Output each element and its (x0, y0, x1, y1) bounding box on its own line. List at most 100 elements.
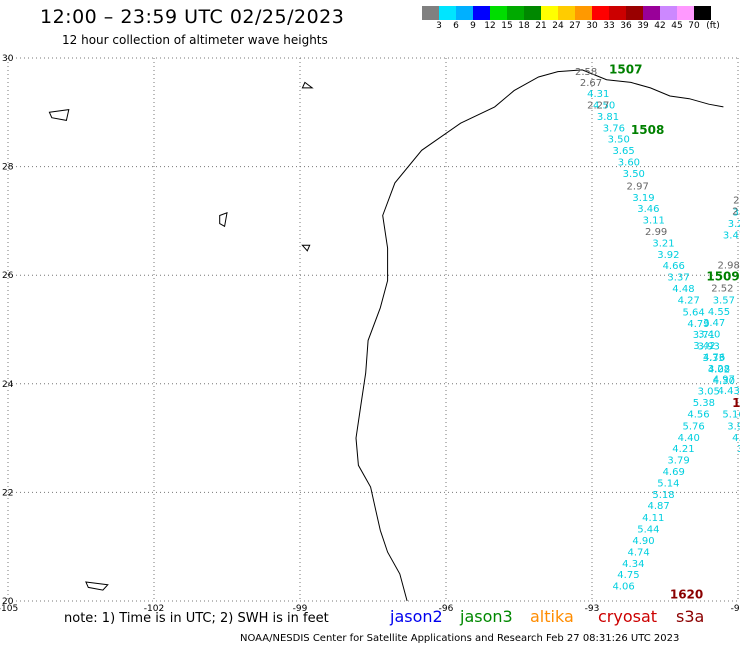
swh-value: 3.40 (698, 330, 720, 341)
lon-tick-label: -99 (293, 604, 308, 614)
swh-value: 4.30 (713, 376, 735, 387)
swh-value: 3.57 (713, 295, 735, 306)
lon-tick-label: -90 (731, 604, 740, 614)
color-scale-label: 15 (501, 21, 513, 31)
swh-value: 4.40 (678, 433, 700, 444)
swh-value: 4.43 (718, 386, 740, 397)
swh-value: 3.46 (637, 204, 659, 215)
lon-tick-label: -93 (585, 604, 600, 614)
swh-value: 3.50 (608, 135, 630, 146)
swh-value: 3.9 (737, 444, 740, 455)
swh-value: 3.60 (618, 158, 640, 169)
inland-water-body (219, 212, 228, 228)
swh-value: 4.90 (632, 536, 654, 547)
pass-number-label: 1507 (609, 63, 642, 77)
swh-value: 3.11 (643, 216, 665, 227)
swh-value: 3 (739, 184, 740, 195)
color-swatch (490, 6, 507, 20)
inland-water-body (301, 244, 311, 252)
lon-tick-label: -96 (439, 604, 454, 614)
pass-number-label: 1620 (670, 587, 703, 601)
swh-value: 3.71 (693, 330, 715, 341)
swh-value: 3.93 (698, 342, 720, 353)
swh-value: 2.5 (732, 206, 740, 217)
swh-value: 4.48 (672, 284, 694, 295)
color-scale-label: 9 (470, 21, 476, 31)
swh-value: 4.74 (628, 547, 650, 558)
swh-value: 3.50 (623, 169, 645, 180)
swh-value: 2.98 (718, 261, 740, 272)
swh-value: 5.38 (693, 398, 715, 409)
swh-value: 3.42 (693, 341, 715, 352)
color-scale-label: 70 (688, 21, 700, 31)
swh-value: 3.05 (698, 387, 720, 398)
swh-value: 4.06 (612, 582, 634, 593)
color-swatch (626, 6, 643, 20)
lat-tick-label: 20 (2, 597, 14, 607)
swh-value: 3.33 (702, 353, 724, 364)
color-scale-label: 33 (603, 21, 615, 31)
swh-value: 4.50 (593, 100, 615, 111)
inland-water-body (85, 581, 109, 591)
swh-value: 4.7 (732, 433, 740, 444)
color-swatch (507, 6, 524, 20)
color-scale-bar (422, 6, 711, 20)
color-swatch (473, 6, 490, 20)
swh-value: 4.87 (647, 501, 669, 512)
color-swatch (609, 6, 626, 20)
color-swatch (558, 6, 575, 20)
lat-tick-label: 28 (2, 163, 14, 173)
swh-value: 4.75 (617, 570, 639, 581)
map-subtitle: 12 hour collection of altimeter wave hei… (62, 33, 328, 47)
swh-value: 4.34 (622, 559, 644, 570)
swh-value: 4.66 (663, 261, 685, 272)
color-scale-label: 18 (518, 21, 530, 31)
swh-value: 5.18 (652, 490, 674, 501)
color-swatch (677, 6, 694, 20)
color-swatch (694, 6, 711, 20)
swh-value: 4.55 (708, 307, 730, 318)
swh-value: 5.16 (722, 409, 740, 420)
swh-value: 3.37 (667, 273, 689, 284)
swh-value: 3.29 (728, 219, 740, 230)
lat-tick-label: 30 (2, 54, 14, 64)
swh-value: 3.81 (597, 112, 619, 123)
color-scale-label: 45 (671, 21, 683, 31)
swh-value: 2.67 (580, 78, 602, 89)
pass-number-label: 1509 (706, 270, 739, 284)
color-swatch (524, 6, 541, 20)
color-swatch (422, 6, 439, 20)
coastline (355, 69, 724, 602)
color-scale-label: 36 (620, 21, 632, 31)
legend-jason2: jason2 (390, 607, 443, 626)
color-scale-label: 3 (436, 21, 442, 31)
swh-value: 5.14 (657, 478, 679, 489)
inland-water-body (301, 81, 314, 89)
color-scale-label: (ft) (706, 21, 720, 31)
swh-value: 3.76 (603, 123, 625, 134)
swh-value: 2.97 (627, 181, 649, 192)
swh-value: 2.4 (733, 196, 740, 207)
swh-value: 5.44 (637, 525, 659, 536)
color-scale-label: 12 (484, 21, 496, 31)
lat-tick-label: 24 (2, 380, 14, 390)
footer-note: note: 1) Time is in UTC; 2) SWH is in fe… (64, 611, 329, 626)
swh-value: 2.99 (645, 227, 667, 238)
swh-value: 3.19 (632, 193, 654, 204)
swh-value: 4.79 (687, 319, 709, 330)
lat-tick-label: 22 (2, 488, 13, 498)
swh-value: 3.47 (703, 318, 725, 329)
swh-value: 4.21 (672, 444, 694, 455)
lon-tick-label: -105 (0, 604, 18, 614)
swh-value: 3.79 (667, 456, 689, 467)
color-swatch (456, 6, 473, 20)
swh-value: 3.92 (657, 250, 679, 261)
swh-value: 3.47 (723, 230, 740, 241)
swh-value: 2.52 (711, 283, 733, 294)
legend-altika: altika (530, 607, 574, 626)
swh-value: 4.31 (587, 89, 609, 100)
color-scale-label: 39 (637, 21, 649, 31)
swh-value: 3.65 (612, 146, 634, 157)
swh-value: 2.58 (575, 67, 597, 78)
